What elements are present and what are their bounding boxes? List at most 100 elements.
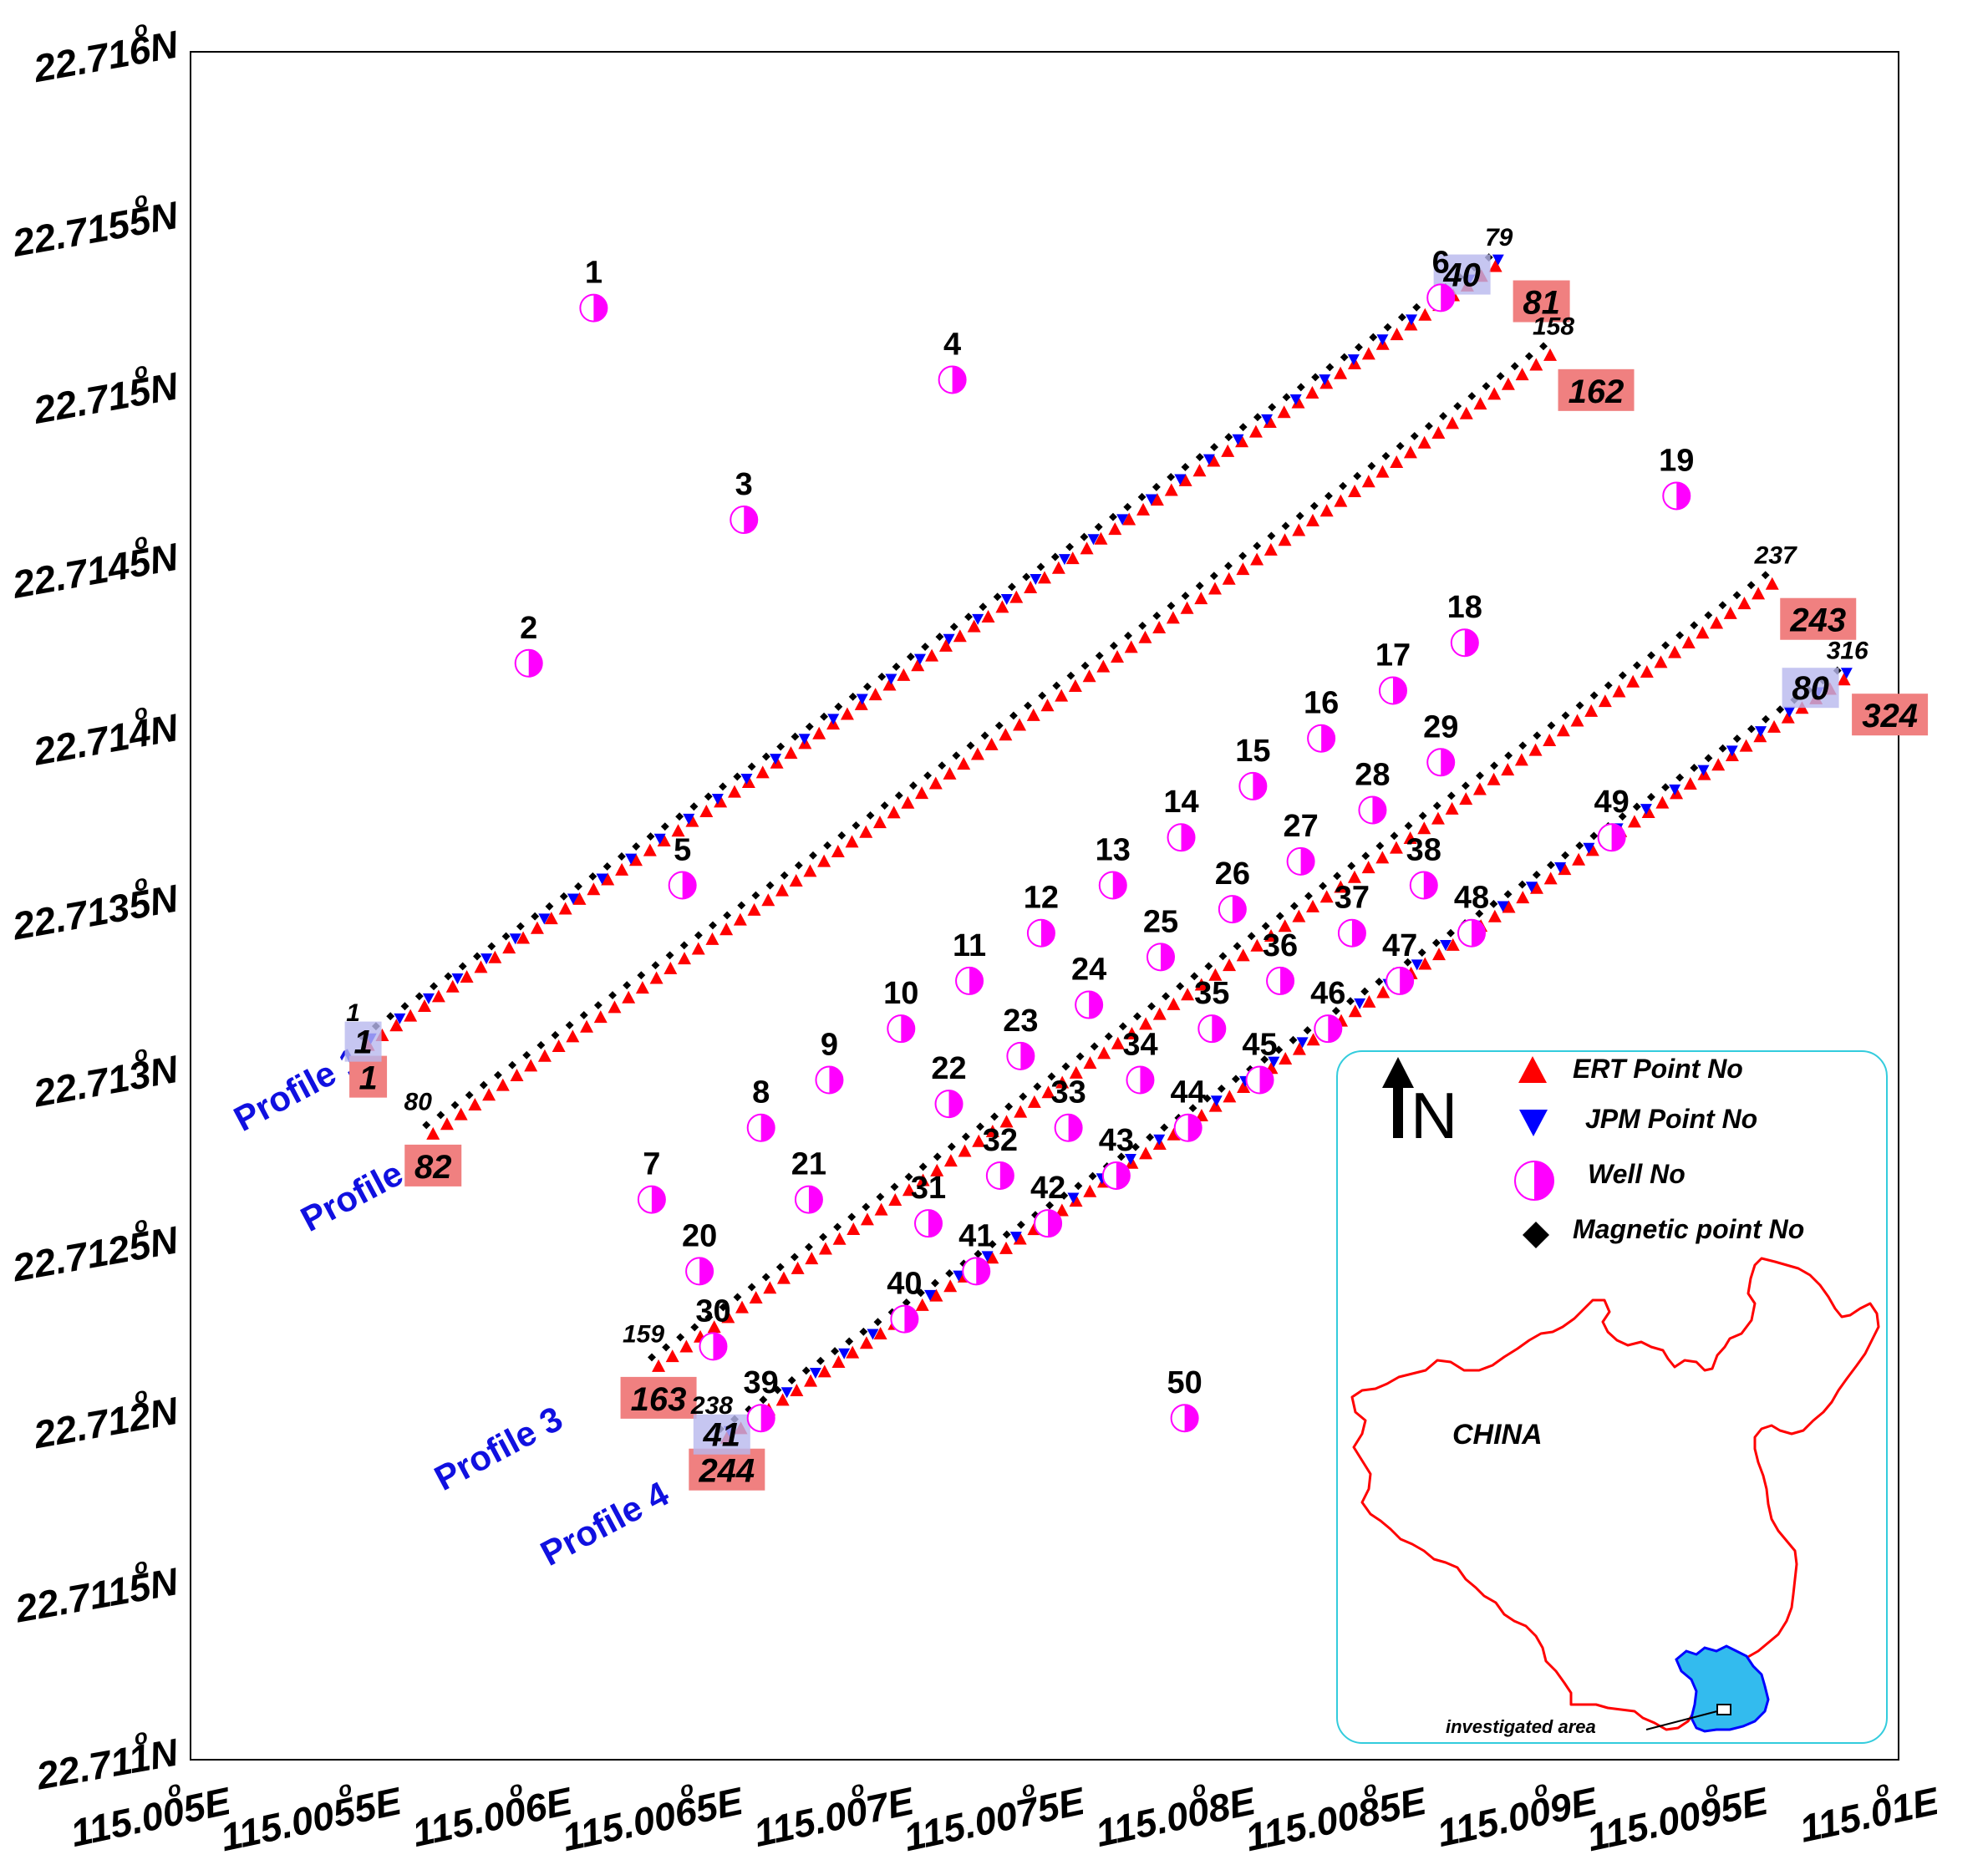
magnetic-point: [1045, 1201, 1055, 1210]
ert-point: [1488, 259, 1502, 272]
magnetic-point: [805, 722, 814, 731]
magnetic-point: [690, 1323, 699, 1332]
jpm-point: [972, 613, 984, 625]
magnetic-point: [531, 912, 540, 921]
magnetic-point: [1137, 492, 1147, 501]
well-7: 7: [637, 1147, 666, 1214]
legend-label-magnetic: Magnetic point No: [1573, 1214, 1804, 1244]
ert-point: [1013, 1232, 1027, 1245]
well-half-fill: [760, 1114, 775, 1141]
well-number-label: 36: [1263, 928, 1298, 963]
ert-point: [558, 902, 572, 915]
magnetic-point: [1295, 511, 1304, 521]
magnetic-point: [1589, 831, 1599, 841]
ert-point: [789, 873, 803, 887]
magnetic-point: [1632, 661, 1641, 670]
magnetic-point: [1152, 482, 1161, 491]
ert-point: [943, 766, 957, 780]
well-half-fill: [999, 1161, 1014, 1189]
ert-number-box: [404, 1144, 462, 1187]
ert-point: [1390, 328, 1404, 341]
magnetic-point: [1147, 1002, 1156, 1011]
ert-point: [1361, 347, 1375, 360]
jpm-point: [1554, 861, 1567, 873]
magnetic-point: [1060, 1191, 1069, 1200]
magnetic-point: [1061, 1062, 1070, 1071]
ert-point: [925, 648, 939, 662]
ert-point: [1459, 406, 1473, 419]
x-tick-degree: o: [1532, 1775, 1550, 1802]
well-half-fill: [1160, 943, 1174, 971]
magnetic-diamond-icon: [1523, 1222, 1549, 1248]
ert-point: [524, 1059, 538, 1072]
magnetic-point: [1118, 1022, 1127, 1031]
well-47: 47: [1382, 928, 1417, 995]
magnetic-point: [994, 721, 1004, 730]
magnetic-point: [787, 1376, 796, 1385]
magnetic-point: [516, 922, 525, 931]
magnetic-point: [988, 1240, 997, 1249]
well-9: 9: [815, 1027, 844, 1095]
magnetic-point: [916, 1288, 925, 1298]
ert-point: [999, 728, 1013, 741]
ert-point: [1150, 493, 1164, 506]
well-half-fill: [1441, 284, 1455, 312]
ert-point: [1432, 948, 1447, 961]
magnetic-point: [1268, 403, 1277, 412]
y-tick-label: 22.7155N: [8, 193, 181, 265]
well-number-label: 6: [1432, 245, 1450, 280]
magnetic-point: [704, 792, 713, 801]
magnetic-point: [689, 802, 699, 811]
ert-point: [705, 932, 719, 945]
jpm-point: [1202, 454, 1215, 465]
magnetic-point: [1016, 1220, 1025, 1229]
magnetic-point: [852, 821, 861, 830]
ert-point: [1152, 1007, 1167, 1020]
well-half-fill: [948, 1090, 963, 1118]
ert-point: [1361, 475, 1375, 488]
ert-number-label: 163: [631, 1381, 687, 1418]
ert-point: [1334, 366, 1348, 379]
jpm-point: [1232, 434, 1244, 445]
ert-number-box: [689, 1448, 765, 1491]
well-number-label: 23: [1003, 1004, 1038, 1039]
well-half-fill: [928, 1210, 943, 1237]
magnetic-point: [938, 761, 947, 770]
north-label: N: [1411, 1079, 1457, 1152]
ert-point: [1418, 957, 1432, 970]
ert-point: [404, 1009, 418, 1022]
magnetic-point: [921, 643, 930, 652]
y-tick-label: 22.7145N: [8, 535, 181, 607]
ert-point: [1250, 938, 1264, 952]
magnetic-point: [1131, 1142, 1140, 1151]
magnetic-point: [1424, 421, 1433, 430]
magnetic-point: [1604, 681, 1613, 690]
ert-point: [967, 619, 981, 633]
magnetic-point: [1618, 671, 1627, 680]
magnetic-point: [906, 653, 915, 661]
magnetic-point: [1033, 1082, 1042, 1091]
magnetic-point: [993, 592, 1002, 602]
magnetic-point: [1369, 333, 1378, 342]
magnetic-point: [479, 1080, 488, 1090]
magnetic-point: [501, 932, 511, 941]
magnetic-point: [1116, 1152, 1126, 1161]
ert-point: [733, 912, 747, 926]
ert-point: [1516, 891, 1530, 904]
ert-point: [1164, 483, 1178, 496]
magnetic-point: [820, 712, 829, 721]
ert-point: [1417, 435, 1431, 449]
well-number-label: 10: [883, 976, 918, 1011]
magnetic-point: [1447, 928, 1455, 938]
jpm-point: [1058, 554, 1070, 566]
magnetic-point: [704, 1313, 714, 1322]
x-tick-degree: o: [165, 1775, 184, 1802]
investigated-area-label: investigated area: [1446, 1716, 1596, 1737]
well-half-fill: [699, 1258, 714, 1285]
magnetic-point: [1447, 791, 1456, 800]
magnetic-point: [660, 822, 669, 831]
jpm-point: [885, 673, 897, 685]
ert-point: [593, 1010, 608, 1024]
